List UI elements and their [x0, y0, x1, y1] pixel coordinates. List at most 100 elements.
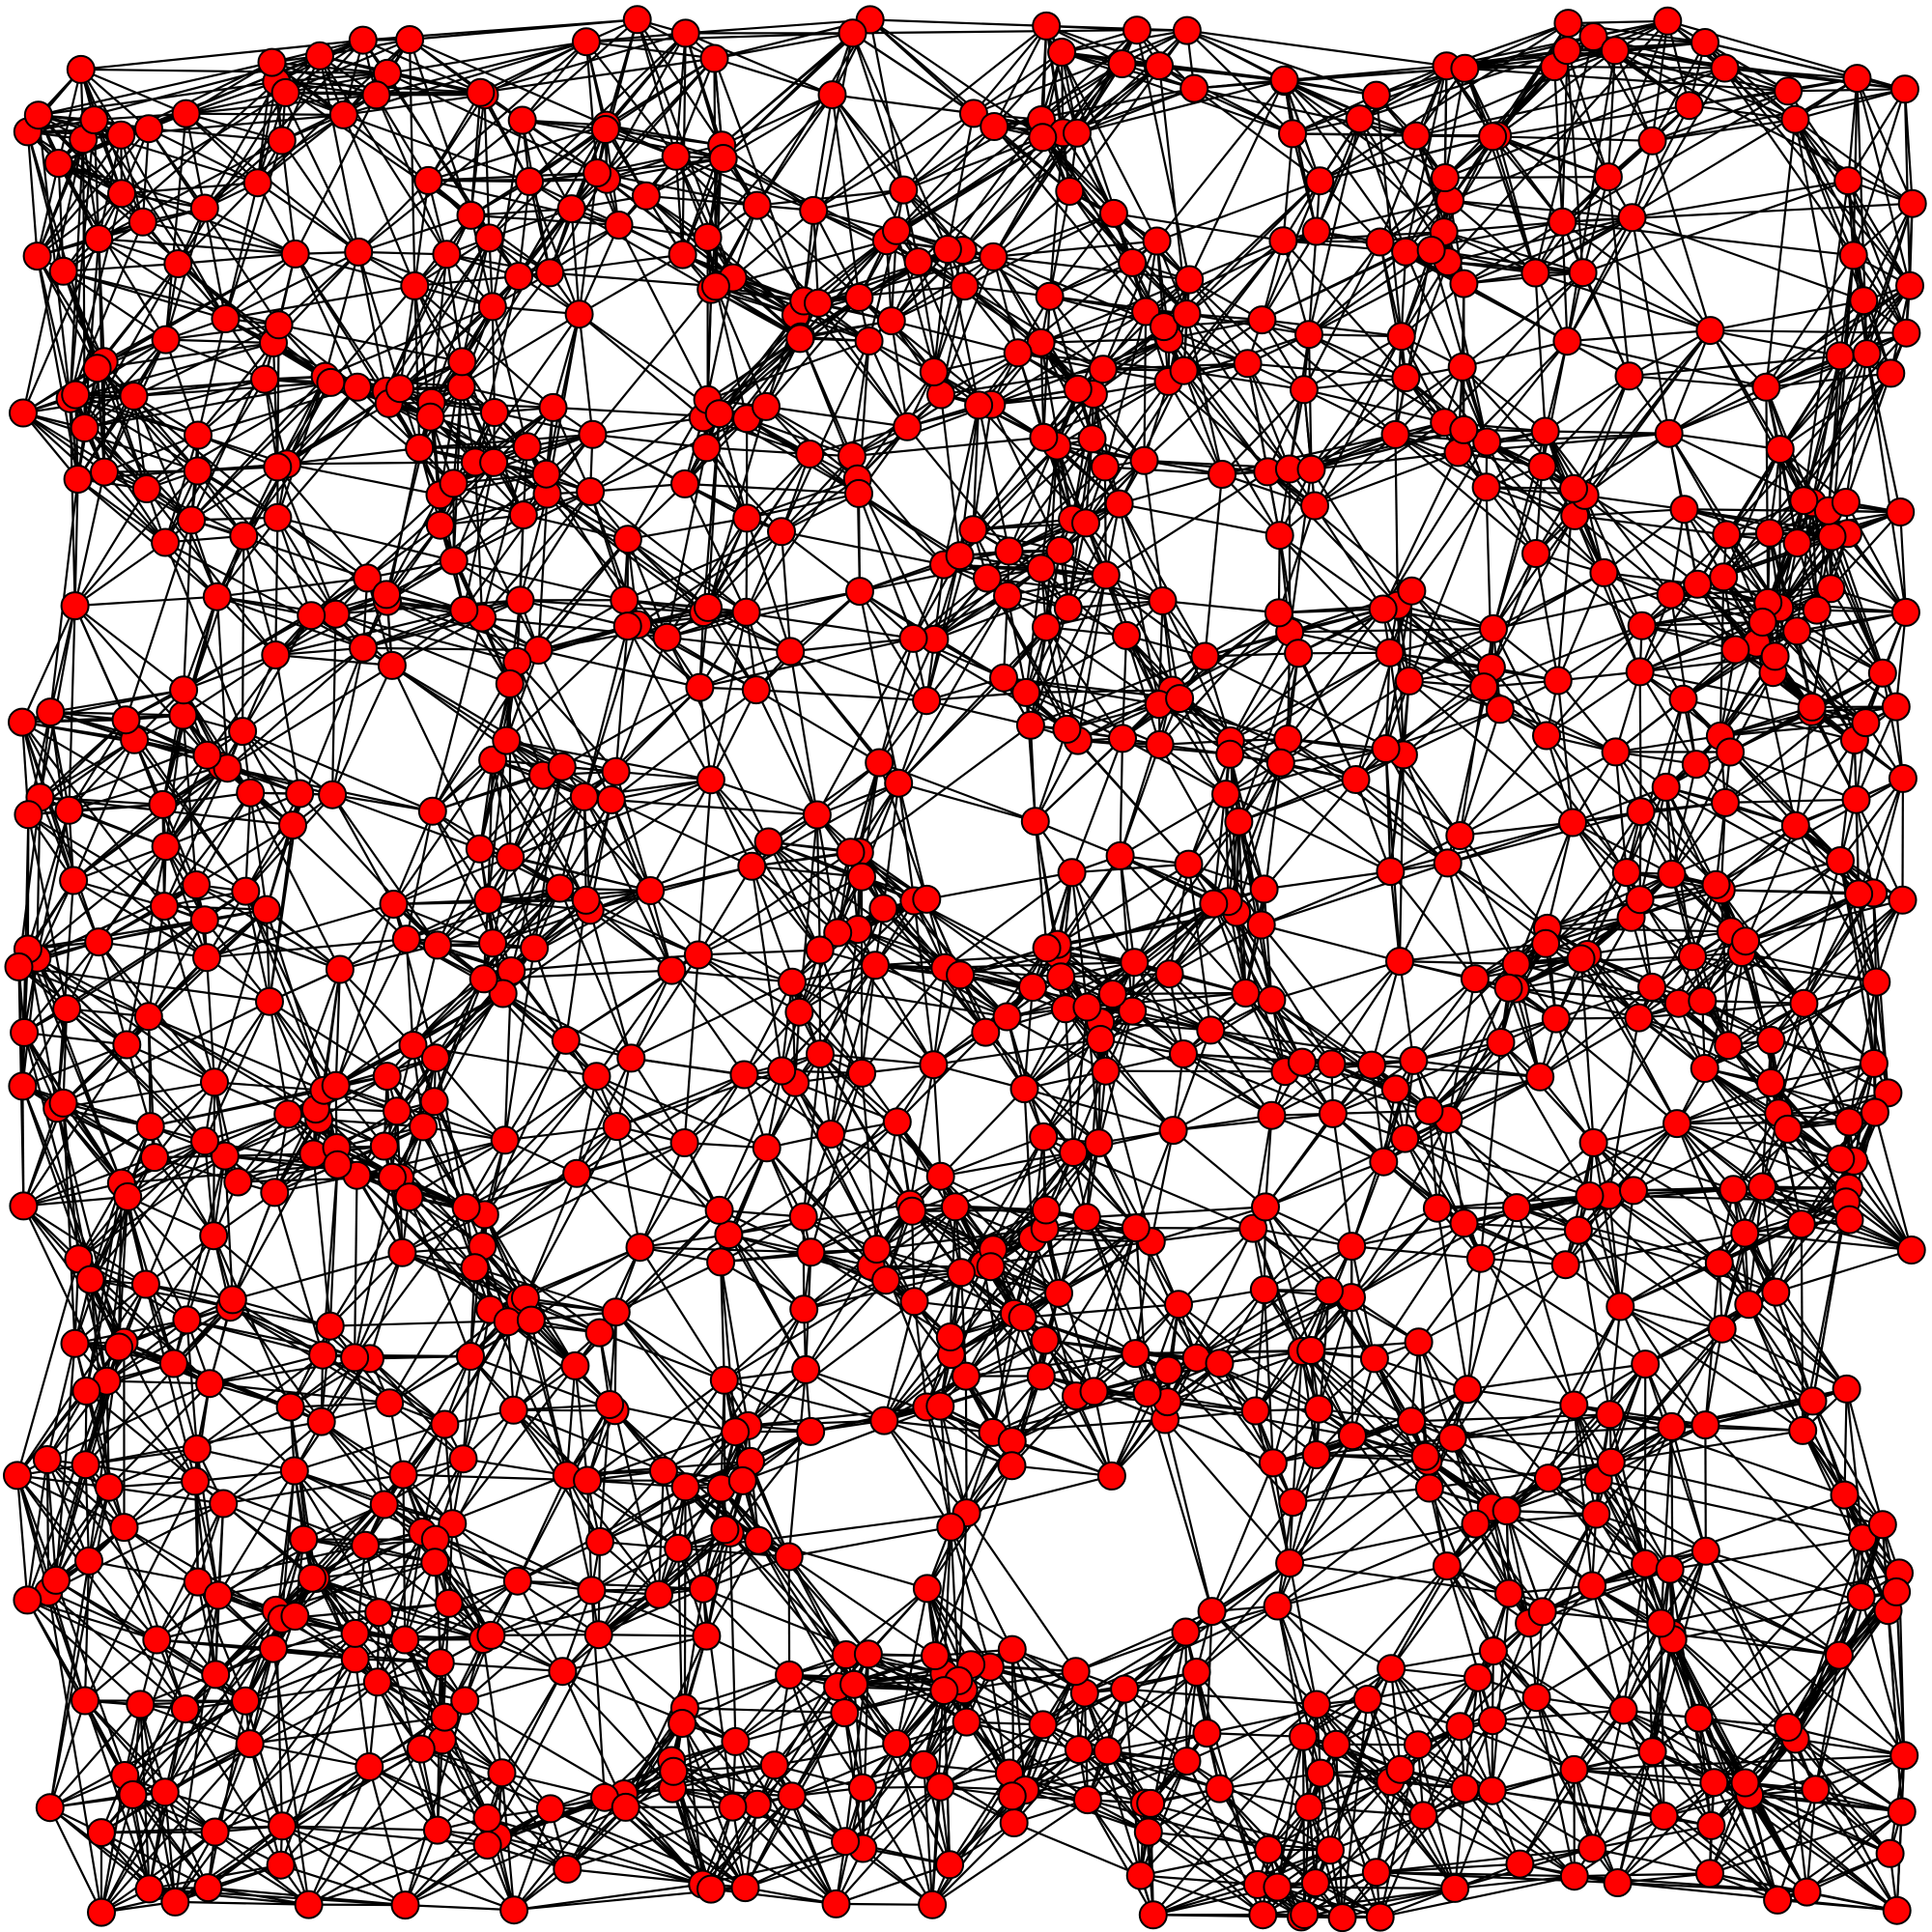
- graph-edge: [48, 1560, 91, 1808]
- graph-edge: [231, 1298, 323, 1423]
- graph-edge: [862, 1785, 942, 1850]
- graph-edge: [366, 578, 393, 667]
- graph-edge: [850, 340, 870, 457]
- graph-edge: [186, 1319, 371, 1360]
- graph-edge: [657, 1470, 665, 1595]
- graph-edge: [1447, 1041, 1502, 1121]
- graph-edge: [925, 1406, 968, 1514]
- graph-edge: [618, 223, 708, 239]
- graph-edge: [585, 898, 699, 956]
- graph-edge: [16, 1474, 186, 1710]
- graph-edge: [561, 1670, 736, 1743]
- graph-edge: [1794, 1523, 1884, 1740]
- graph-edge: [565, 1474, 593, 1591]
- graph-edge: [630, 970, 673, 1059]
- graph-edge: [627, 538, 709, 609]
- graph-edge: [561, 1548, 680, 1672]
- graph-edge: [611, 689, 757, 801]
- graph-edge: [16, 1474, 90, 1562]
- graph-edge: [1244, 992, 1287, 1072]
- graph-edge: [281, 1825, 407, 1907]
- graph-edge: [542, 774, 652, 892]
- graph-edge: [537, 599, 625, 651]
- graph-edge: [1133, 793, 1227, 963]
- graph-edge: [639, 1208, 721, 1249]
- graph-edge: [1270, 999, 1333, 1065]
- graph-edge: [595, 969, 673, 1077]
- graph-edge: [1814, 1788, 1891, 1855]
- graph-edge: [1506, 1509, 1597, 1516]
- graph-edge: [964, 212, 1115, 288]
- graph-edge: [89, 1278, 211, 1385]
- graph-edge: [1034, 821, 1048, 949]
- graph-edge: [1410, 486, 1488, 592]
- graph-edge: [1492, 515, 1577, 630]
- graph-edge: [611, 779, 712, 802]
- graph-edge: [1459, 835, 1548, 929]
- graph-edge: [896, 1031, 987, 1123]
- graph-edge: [615, 770, 711, 781]
- graph-edge: [1062, 29, 1138, 134]
- graph-edge: [781, 530, 861, 592]
- graph-edge: [965, 1352, 1136, 1378]
- graph-edge: [1400, 261, 1449, 337]
- graph-edge: [1389, 870, 1476, 980]
- graph-edge: [1284, 80, 1451, 202]
- graph-edge: [1155, 80, 1286, 242]
- graph-edge: [1720, 824, 1797, 892]
- graph-edge: [745, 518, 749, 612]
- graph-edge: [432, 810, 511, 859]
- graph-edge: [897, 781, 1037, 823]
- graph-edge: [781, 530, 945, 566]
- graph-edge: [1397, 604, 1494, 630]
- graph-edge: [1332, 1109, 1430, 1115]
- graph-edge: [1311, 421, 1445, 470]
- graph-edge: [1389, 1780, 1457, 1889]
- graph-edge: [70, 341, 274, 400]
- graph-edge: [1354, 779, 1449, 865]
- graph-edge: [545, 472, 629, 541]
- graph-edge: [1320, 1773, 1378, 1873]
- graph-edge: [48, 1700, 87, 1808]
- graph-edge: [275, 81, 360, 253]
- graph-edge: [1034, 740, 1079, 822]
- graph-edge: [780, 531, 792, 652]
- graph-edge: [1013, 1821, 1142, 1877]
- graph-edge: [1099, 1021, 1272, 1117]
- graph-edge: [443, 1424, 454, 1524]
- graph-edge: [1408, 679, 1501, 711]
- graph-edge: [1403, 686, 1485, 756]
- graph-edge: [697, 953, 793, 983]
- graph-edge: [1573, 1768, 1665, 1817]
- graph-edge: [684, 482, 782, 533]
- graph-edge: [84, 1464, 91, 1561]
- graph-edge: [148, 1015, 215, 1084]
- graph-edge: [404, 1531, 424, 1640]
- graph-edge: [1668, 385, 1767, 435]
- graph-edge: [185, 80, 277, 115]
- graph-edge: [131, 1708, 186, 1796]
- graph-edge: [331, 613, 337, 795]
- graph-edge: [126, 1043, 215, 1084]
- graph-edge: [123, 1341, 197, 1482]
- graph-edge: [697, 949, 820, 956]
- graph-edge: [751, 866, 821, 952]
- graph-edge: [481, 1142, 686, 1248]
- graph-edge: [156, 1608, 276, 1641]
- graph-edge: [862, 1764, 925, 1850]
- graph-edge: [727, 1234, 805, 1311]
- graph-edge: [1641, 601, 1769, 627]
- graph-edge: [1404, 1137, 1465, 1224]
- graph-edge: [409, 38, 608, 127]
- graph-edge: [1534, 466, 1544, 554]
- graph-edge: [1402, 753, 1449, 864]
- graph-edge: [287, 461, 475, 466]
- graph-edge: [897, 595, 1009, 784]
- graph-edge: [1794, 118, 1914, 205]
- graph-edge: [1204, 655, 1405, 756]
- graph-edge: [276, 517, 337, 615]
- graph-edge: [933, 1064, 1025, 1091]
- graph-edge: [1403, 708, 1501, 756]
- graph-edge: [891, 320, 1018, 355]
- graph-edge: [1035, 820, 1122, 857]
